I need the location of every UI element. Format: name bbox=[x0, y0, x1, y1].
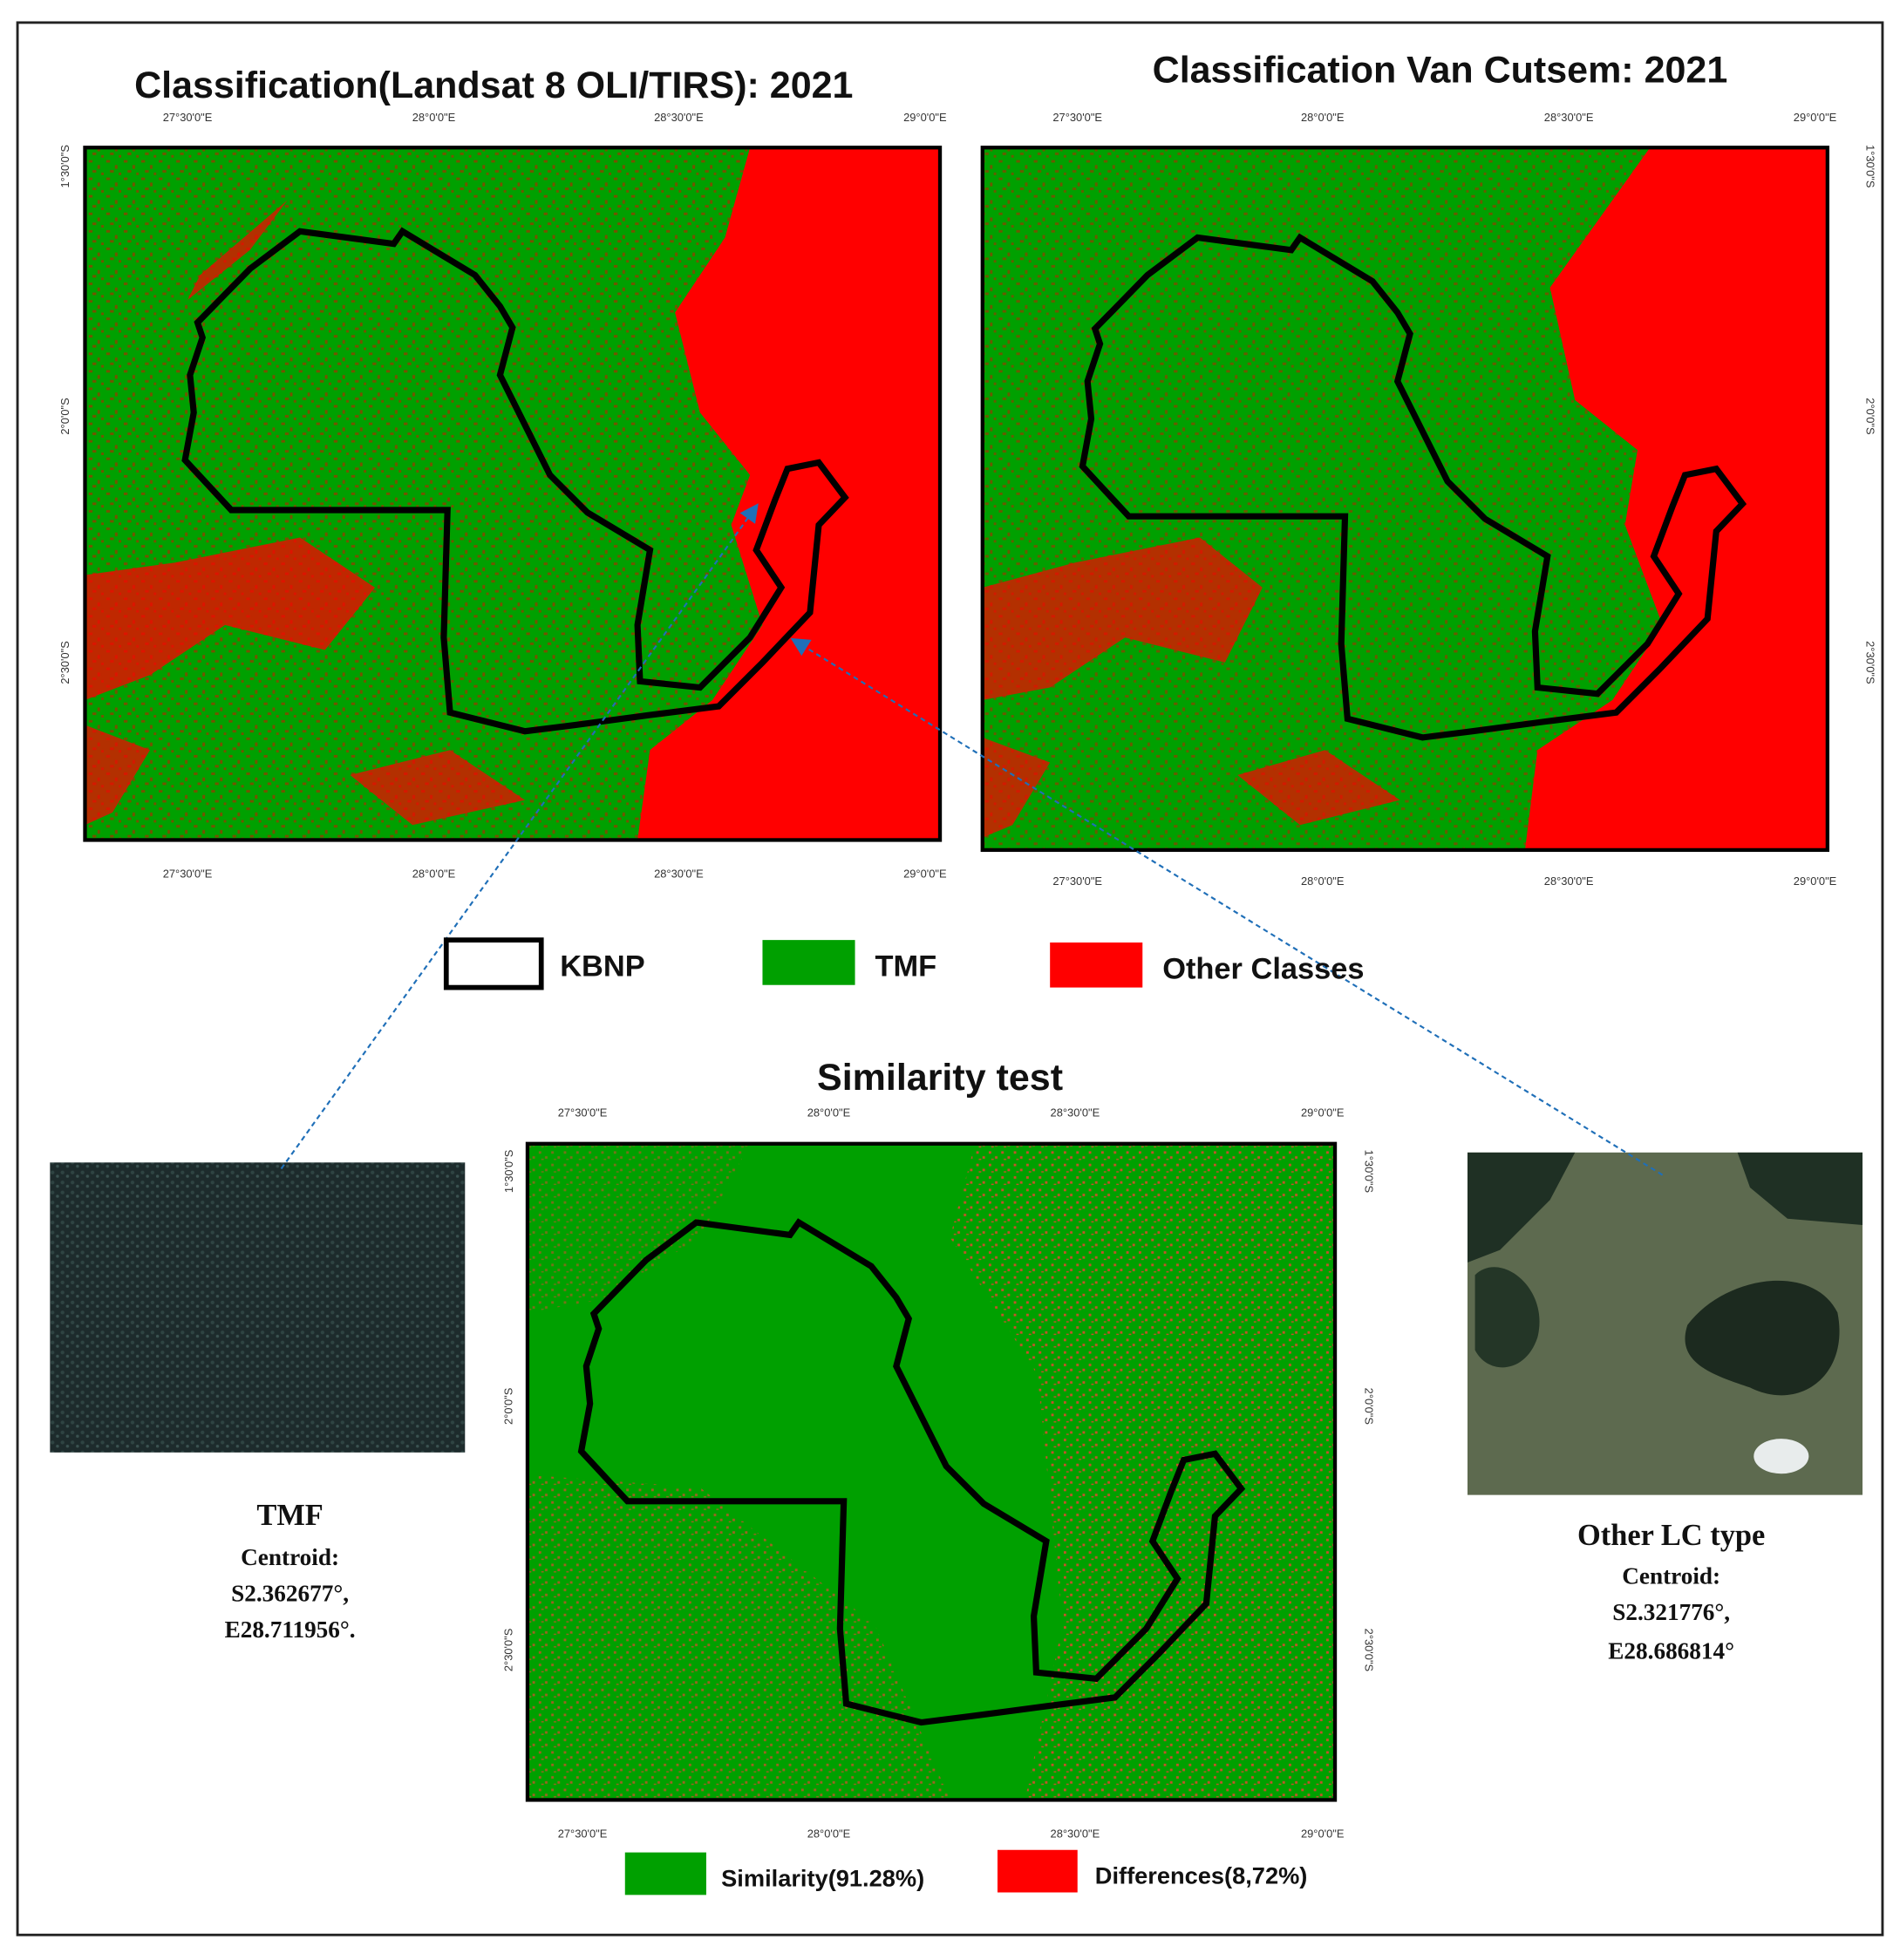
y-tick-label: 2°0'0"S bbox=[1863, 398, 1876, 434]
y-tick-label: 1°30'0"S bbox=[1362, 1150, 1375, 1193]
x-tick-label: 28°0'0"E bbox=[807, 1106, 851, 1119]
map-title: Classification Van Cutsem: 2021 bbox=[1153, 50, 1728, 92]
x-tick-label: 27°30'0"E bbox=[558, 1827, 608, 1840]
legend-swatch bbox=[443, 937, 544, 990]
x-tick-label: 29°0'0"E bbox=[1301, 1827, 1345, 1840]
map-panel bbox=[83, 146, 943, 842]
legend-label: Other Classes bbox=[1162, 953, 1364, 986]
photo-title: TMF bbox=[256, 1499, 323, 1532]
x-tick-label: 29°0'0"E bbox=[1794, 875, 1837, 888]
x-tick-label: 28°30'0"E bbox=[1051, 1827, 1100, 1840]
x-tick-label: 28°30'0"E bbox=[654, 867, 704, 880]
photo-tmf bbox=[50, 1162, 466, 1453]
x-tick-label: 27°30'0"E bbox=[163, 111, 213, 124]
map-title: Classification(Landsat 8 OLI/TIRS): 2021 bbox=[134, 65, 853, 106]
x-tick-label: 27°30'0"E bbox=[558, 1106, 608, 1119]
photo-caption: E28.711956°. bbox=[225, 1616, 356, 1643]
y-tick-label: 2°0'0"S bbox=[58, 398, 72, 434]
photo-other bbox=[1467, 1152, 1863, 1495]
y-tick-label: 2°30'0"S bbox=[502, 1629, 515, 1671]
x-tick-label: 29°0'0"E bbox=[903, 867, 947, 880]
photo-caption: Centroid: bbox=[241, 1544, 339, 1570]
map-title: Similarity test bbox=[817, 1057, 1063, 1099]
y-tick-label: 2°30'0"S bbox=[1362, 1629, 1375, 1671]
x-tick-label: 28°30'0"E bbox=[1544, 111, 1594, 124]
x-tick-label: 28°30'0"E bbox=[654, 111, 704, 124]
legend-swatch bbox=[997, 1849, 1078, 1893]
y-tick-label: 1°30'0"S bbox=[502, 1150, 515, 1193]
x-tick-label: 27°30'0"E bbox=[1052, 875, 1102, 888]
y-tick-label: 2°0'0"S bbox=[502, 1388, 515, 1425]
y-tick-label: 1°30'0"S bbox=[1863, 145, 1876, 187]
y-tick-label: 2°0'0"S bbox=[1362, 1388, 1375, 1425]
photo-caption: S2.362677°, bbox=[231, 1580, 349, 1606]
y-tick-label: 1°30'0"S bbox=[58, 145, 72, 187]
pointer-arrow bbox=[790, 637, 1664, 1176]
map-panel bbox=[525, 1141, 1338, 1802]
x-tick-label: 28°0'0"E bbox=[1301, 875, 1345, 888]
y-tick-label: 2°30'0"S bbox=[1863, 641, 1876, 684]
x-tick-label: 28°30'0"E bbox=[1051, 1106, 1100, 1119]
pointer-arrow bbox=[280, 503, 759, 1170]
x-tick-label: 28°0'0"E bbox=[412, 111, 456, 124]
photo-caption: Centroid: bbox=[1622, 1562, 1720, 1589]
x-tick-label: 28°0'0"E bbox=[807, 1827, 851, 1840]
x-tick-label: 27°30'0"E bbox=[1052, 111, 1102, 124]
photo-caption: S2.321776°, bbox=[1612, 1599, 1730, 1625]
x-tick-label: 29°0'0"E bbox=[1301, 1106, 1345, 1119]
x-tick-label: 27°30'0"E bbox=[163, 867, 213, 880]
map-panel bbox=[980, 146, 1830, 853]
photo-title: Other LC type bbox=[1577, 1519, 1765, 1552]
legend-label: KBNP bbox=[560, 950, 644, 983]
legend-label: Differences(8,72%) bbox=[1095, 1861, 1308, 1889]
legend-swatch bbox=[762, 940, 855, 985]
x-tick-label: 29°0'0"E bbox=[1794, 111, 1837, 124]
legend-label: Similarity(91.28%) bbox=[721, 1864, 924, 1891]
x-tick-label: 28°0'0"E bbox=[412, 867, 456, 880]
legend-label: TMF bbox=[875, 950, 936, 983]
legend-swatch bbox=[624, 1852, 706, 1895]
x-tick-label: 28°30'0"E bbox=[1544, 875, 1594, 888]
y-tick-label: 2°30'0"S bbox=[58, 641, 72, 684]
legend-swatch bbox=[1050, 942, 1143, 988]
photo-caption: E28.686814° bbox=[1608, 1637, 1734, 1664]
x-tick-label: 28°0'0"E bbox=[1301, 111, 1345, 124]
x-tick-label: 29°0'0"E bbox=[903, 111, 947, 124]
